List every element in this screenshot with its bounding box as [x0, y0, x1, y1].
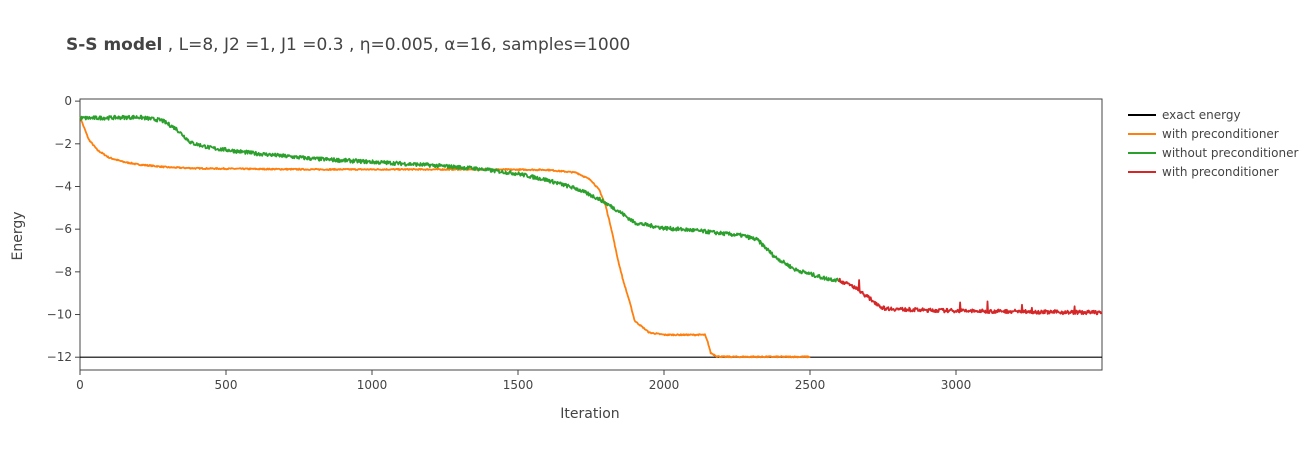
x-axis-label: Iteration: [560, 406, 619, 422]
y-tick-label: −10: [47, 308, 72, 322]
x-tick-label: 500: [215, 378, 238, 392]
legend-label[interactable]: with preconditioner: [1162, 127, 1279, 141]
legend-label[interactable]: without preconditioner: [1162, 146, 1298, 160]
plot-frame: [79, 98, 1103, 371]
chart-title: S-S model , L=8, J2 =1, J1 =0.3 , η=0.00…: [66, 35, 630, 55]
legend-label[interactable]: with preconditioner: [1162, 165, 1279, 179]
x-tick-label: 1000: [357, 378, 388, 392]
x-tick-label: 3000: [941, 378, 972, 392]
legend-label[interactable]: exact energy: [1162, 108, 1241, 122]
series-line-2: [79, 114, 840, 283]
y-tick-label: 0: [64, 94, 72, 108]
y-tick-label: −6: [54, 222, 72, 236]
y-tick-label: −4: [54, 179, 72, 193]
x-tick-label: 1500: [503, 378, 534, 392]
x-axis: 0 500 1000 1500 2000 2500 3000: [76, 370, 971, 392]
series-line-3: [838, 277, 1103, 316]
y-axis: 0 −2 −4 −6 −8 −10 −12: [47, 94, 80, 364]
series-line-1: [79, 116, 811, 359]
legend[interactable]: exact energy with preconditioner without p…: [1128, 108, 1298, 179]
x-tick-label: 2000: [649, 378, 680, 392]
x-tick-label: 0: [76, 378, 84, 392]
chart-title-rest: , L=8, J2 =1, J1 =0.3 , η=0.005, α=16, s…: [162, 35, 630, 55]
y-tick-label: −2: [54, 137, 72, 151]
y-tick-label: −8: [54, 265, 72, 279]
plot-area: [79, 98, 1103, 371]
y-tick-label: −12: [47, 350, 72, 364]
chart-title-bold: S-S model: [66, 35, 162, 55]
y-axis-label: Energy: [10, 211, 26, 260]
x-tick-label: 2500: [795, 378, 826, 392]
